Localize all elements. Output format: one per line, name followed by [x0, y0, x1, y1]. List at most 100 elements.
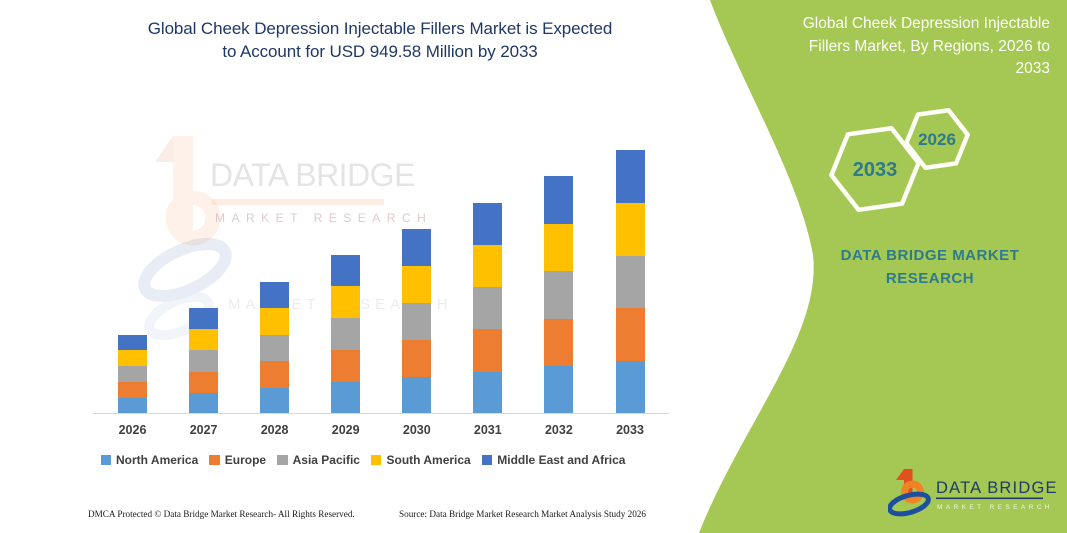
chart-legend: North America Europe Asia Pacific South Ame… — [63, 453, 663, 467]
footer-source-text: Source: Data Bridge Market Research Mark… — [399, 509, 646, 519]
bar-segment-asia-pacific — [615, 255, 645, 309]
panel-title-line2: Fillers Market, By Regions, 2026 to — [808, 37, 1050, 55]
bar-segment-europe — [615, 308, 645, 362]
footer-dmca-text: DMCA Protected © Data Bridge Market Rese… — [88, 509, 355, 519]
brand-line1: DATA BRIDGE MARKET — [840, 247, 1020, 264]
x-axis-label-2028: 2028 — [260, 423, 289, 437]
bar-segment-asia-pacific — [331, 318, 361, 351]
stacked-bar-2033 — [615, 150, 645, 414]
data-bridge-logo: DATA BRIDGE MARKET RESEARCH — [888, 469, 1058, 517]
logo-name-text: DATA BRIDGE — [936, 479, 1058, 497]
x-axis-label-2031: 2031 — [473, 423, 502, 437]
bar-segment-europe — [260, 361, 290, 388]
bar-segment-south-america — [260, 308, 290, 335]
bar-segment-south-america — [473, 244, 503, 288]
stacked-bar-2028 — [260, 282, 290, 414]
legend-label: Middle East and Africa — [497, 453, 626, 467]
watermark-text-data-bridge: DATA BRIDGE — [210, 157, 415, 193]
bar-segment-europe — [331, 350, 361, 383]
x-axis-label-2033: 2033 — [616, 423, 644, 437]
bar-segment-middle-east-and-africa — [402, 228, 432, 266]
hexagon-icon-2033 — [829, 125, 921, 213]
bar-segment-north-america — [544, 366, 574, 414]
x-axis-line — [93, 413, 669, 414]
panel-title-line3: 2033 — [1015, 60, 1050, 77]
watermark-underline — [212, 199, 384, 205]
bar-segment-north-america — [118, 398, 147, 414]
legend-item-south-america: South America — [370, 453, 471, 467]
bar-segment-europe — [402, 339, 432, 377]
brand-wordmark: DATA BRIDGE MARKET RESEARCH — [780, 246, 1067, 288]
stacked-bar-2032 — [544, 176, 574, 414]
stacked-bar-2031 — [473, 202, 503, 414]
bar-segment-asia-pacific — [544, 271, 574, 319]
bar-segment-middle-east-and-africa — [331, 254, 361, 287]
brand-line2: RESEARCH — [885, 270, 975, 287]
data-bridge-watermark-icon — [138, 136, 232, 341]
stacked-bar-2030 — [402, 228, 432, 414]
bar-segment-north-america — [615, 361, 645, 414]
bar-segment-north-america — [331, 382, 361, 414]
bar-segment-europe — [189, 371, 219, 393]
legend-label: North America — [116, 453, 199, 467]
bar-segment-south-america — [331, 286, 361, 319]
bar-segment-europe — [544, 318, 574, 367]
x-axis-label-2029: 2029 — [331, 423, 360, 437]
year-hexagons: 2033 2026 — [829, 108, 970, 213]
bar-segment-north-america — [260, 387, 290, 414]
legend-swatch-icon — [100, 454, 112, 466]
bar-segment-europe — [473, 329, 503, 372]
x-axis-label-2032: 2032 — [544, 423, 573, 437]
legend-item-europe: Europe — [209, 453, 266, 467]
hexagon-year-2026: 2026 — [918, 130, 956, 149]
panel-title-line1: Global Cheek Depression Injectable — [802, 15, 1050, 32]
bar-segment-middle-east-and-africa — [473, 202, 503, 245]
bar-segment-asia-pacific — [189, 350, 219, 372]
x-axis-label-2026: 2026 — [118, 423, 147, 437]
bar-segment-south-america — [118, 350, 147, 367]
legend-swatch-icon — [481, 454, 493, 466]
legend-item-north-america: North America — [100, 453, 199, 467]
hexagon-year-2033: 2033 — [853, 159, 898, 181]
bar-segment-north-america — [473, 371, 503, 414]
x-axis-label-2027: 2027 — [189, 423, 218, 437]
stacked-bar-2027 — [189, 308, 219, 414]
stacked-bar-chart: 2026 2027 2028 2029 2030 2031 2032 2033 — [118, 150, 645, 437]
bar-segment-middle-east-and-africa — [260, 282, 290, 309]
data-bridge-logo-icon — [888, 469, 931, 517]
page-title-line2: to Account for USD 949.58 Million by 203… — [222, 42, 538, 61]
bar-segment-south-america — [544, 223, 574, 272]
logo-underline — [936, 497, 1043, 500]
bar-segment-north-america — [189, 392, 219, 414]
legend-swatch-icon — [370, 454, 382, 466]
legend-label: Asia Pacific — [292, 453, 360, 467]
bar-segment-europe — [118, 382, 147, 399]
legend-label: Europe — [224, 453, 267, 467]
bar-segment-south-america — [402, 265, 432, 303]
stacked-bar-2029 — [331, 254, 361, 414]
bar-segment-south-america — [615, 202, 645, 256]
x-axis-label-2030: 2030 — [402, 423, 431, 437]
bar-segment-north-america — [402, 376, 432, 414]
bar-segment-asia-pacific — [473, 287, 503, 330]
legend-label: South America — [386, 453, 471, 467]
legend-item-middle-east-and-africa: Middle East and Africa — [481, 453, 626, 467]
legend-swatch-icon — [209, 454, 220, 466]
bar-segment-south-america — [189, 329, 219, 351]
bar-segment-asia-pacific — [118, 366, 147, 383]
bar-segment-asia-pacific — [402, 302, 432, 340]
legend-swatch-icon — [277, 454, 288, 466]
bar-segment-middle-east-and-africa — [615, 150, 645, 203]
green-panel-path — [699, 0, 1067, 533]
page-title-line1: Global Cheek Depression Injectable Fille… — [147, 19, 613, 38]
bar-segment-middle-east-and-africa — [118, 334, 147, 351]
page-title: Global Cheek Depression Injectable Fille… — [80, 17, 680, 63]
bar-segment-middle-east-and-africa — [189, 308, 219, 330]
watermark-text-market-research: MARKET RESEARCH — [215, 211, 433, 225]
legend-item-asia-pacific: Asia Pacific — [277, 453, 360, 467]
logo-sub-text: MARKET RESEARCH — [937, 504, 1053, 511]
panel-title: Global Cheek Depression Injectable Fille… — [745, 13, 1050, 81]
bar-segment-middle-east-and-africa — [544, 176, 574, 224]
